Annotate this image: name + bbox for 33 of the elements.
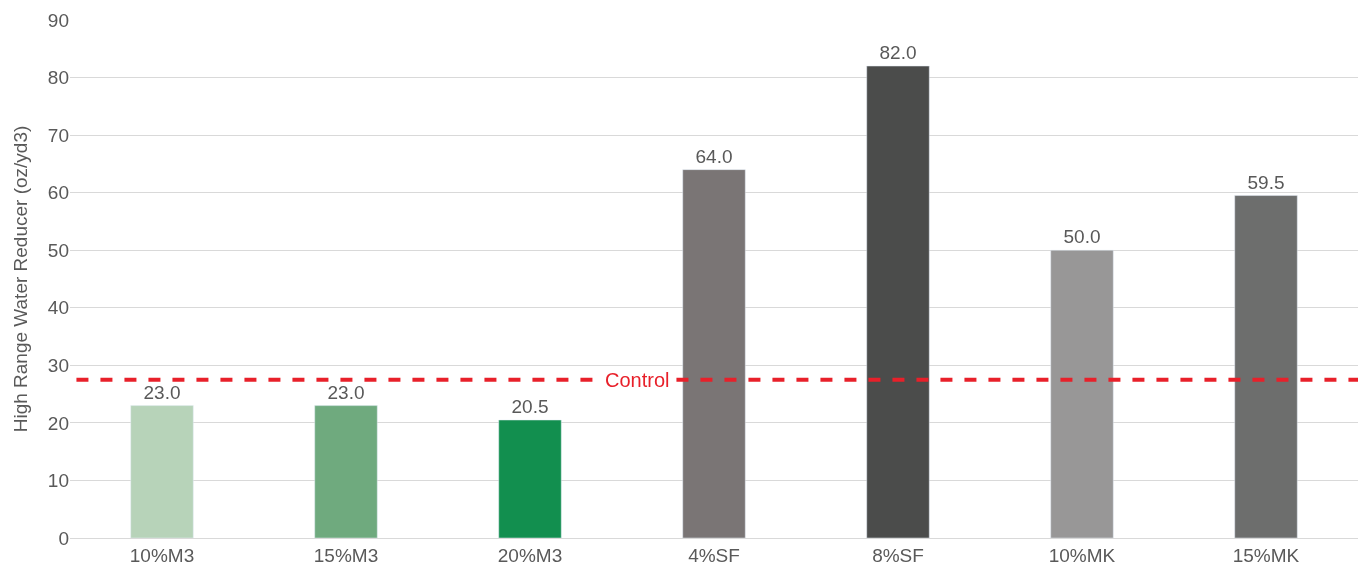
y-tick-label: 20 [47,412,69,434]
y-tick-label: 30 [47,354,69,376]
bar [1234,195,1298,538]
y-tick-label: 0 [58,527,69,549]
bar [1050,249,1114,538]
x-tick-label: 20%M3 [497,544,563,566]
bar [130,405,194,538]
data-label: 59.5 [1247,171,1285,193]
x-tick-label: 10%MK [1048,544,1116,566]
y-tick-label: 60 [47,182,69,204]
y-tick-label: 10 [47,470,69,492]
y-tick-label: 40 [47,297,69,319]
y-tick-label: 70 [47,124,69,146]
y-tick-label: 90 [47,9,69,31]
bar [314,405,378,538]
bar [682,169,746,538]
y-tick-label: 50 [47,239,69,261]
bar [498,419,562,538]
data-label: 50.0 [1063,226,1101,248]
data-label: 23.0 [143,381,181,403]
ref-line-label: Control [605,369,670,391]
x-tick-label: 8%SF [872,544,924,566]
x-tick-label: 4%SF [688,544,740,566]
y-axis-title: High Range Water Reducer (oz/yd3) [9,125,31,433]
x-tick-label: 10%M3 [129,544,195,566]
x-tick-label: 15%M3 [313,544,379,566]
x-tick-label: 15%MK [1232,544,1300,566]
data-label: 20.5 [511,396,549,418]
data-label: 82.0 [879,42,917,64]
y-tick-label: 80 [47,67,69,89]
bar [866,65,930,538]
data-label: 64.0 [695,145,733,167]
data-label: 23.0 [327,381,365,403]
